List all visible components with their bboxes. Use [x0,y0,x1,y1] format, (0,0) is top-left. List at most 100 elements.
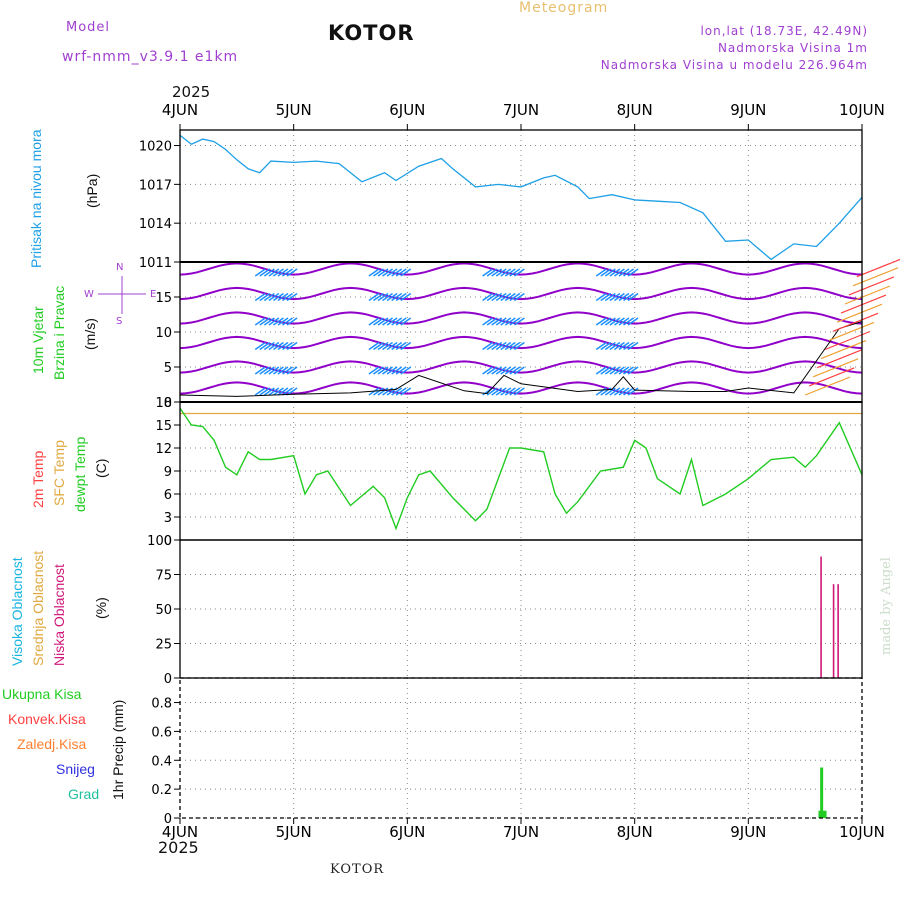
precip-bar [823,810,827,818]
wind-barb [277,292,289,302]
y-tick-label: 10 [155,326,172,341]
wind-barb [504,268,516,277]
wind-speed-line [179,321,863,397]
wind-barb [286,317,298,326]
wind-barb [509,341,521,351]
wind-barb [386,317,398,326]
wind-barb-strong [848,276,895,296]
wind-barb [609,387,621,396]
wind-barb [277,387,289,396]
wind-barb [623,317,634,326]
wind-barb [504,341,516,351]
wind-barb [382,341,393,351]
wind-barb [377,387,389,396]
wind-barb [509,268,521,277]
wind-barb-strong [856,258,900,278]
wind-barb-strong [816,349,863,369]
wind-barb [614,366,625,375]
wind-barb-row [179,286,863,301]
wind-barb [373,317,384,326]
wind-barb [259,341,271,351]
wind-barb [268,292,280,302]
wind-barb [277,268,289,277]
precip-bar [818,810,822,818]
wind-barb [273,292,284,302]
wind-barb-strong [808,367,855,387]
wind-barb [600,341,612,351]
wind-barb [482,366,494,375]
year-bottom: 2025 [158,838,199,857]
wind-barb [395,387,407,396]
y-tick-label: 15 [155,291,172,306]
wind-barb [486,341,498,351]
y-tick-label: 0 [164,534,172,549]
y-tick-label: 5 [164,361,172,376]
wind-barb [495,387,507,396]
wind-barb [491,387,503,396]
wind-barb [263,366,275,375]
wind-barb [377,268,389,277]
wind-barb [614,387,625,396]
wind-barb [509,387,521,396]
wind-barb [263,341,275,351]
year-top: 2025 [172,83,211,101]
wind-barb [486,387,498,396]
wind-barb [486,317,498,326]
wind-barb-row [179,311,863,325]
legend-snow: Snijeg [56,761,95,777]
wind-barb [604,387,616,396]
x-tick-label-top: 8JUN [617,101,653,119]
legend-total-rain: Ukupna Kisa [2,686,82,702]
wind-barb [500,366,512,375]
wind-barb [600,317,612,326]
wind-barb [386,366,398,375]
wind-barb [268,366,280,375]
wind-barb [623,268,634,277]
wind-barb [618,268,630,277]
wind-barb [382,317,393,326]
wind-barb [282,366,293,375]
wind-barb-strong [840,294,887,314]
altitude-label: Nadmorska Visina 1m [717,41,868,55]
wind-barb [618,366,630,375]
y-tick-label: 1011 [139,256,172,271]
wind-barb [600,292,612,302]
wind-barb [627,341,639,351]
wind-barb [623,366,634,375]
wind-barb [595,366,607,375]
wind-barb [286,341,298,351]
wind-barb [513,341,525,351]
y-tick-label: 6 [164,488,172,503]
wind-barb [395,366,407,375]
wind-barb [495,366,507,375]
y-tick-label: 0 [164,812,172,827]
wind-barb [273,366,284,375]
wind-barb [614,268,625,277]
y-tick-label: 3 [164,511,172,526]
wind-barb [377,341,389,351]
x-tick-label-bottom: 6JUN [389,823,425,841]
wind-barb [282,317,293,326]
wind-barb [513,366,525,375]
wind-barb [618,292,630,302]
wind-barb [373,341,384,351]
wind-barb [500,268,512,277]
wind-barb-strong [828,321,875,341]
wind-barb-strong [832,312,879,332]
coords-label: lon,lat (18.73E, 42.49N) [700,24,868,38]
wind-barb [373,387,384,396]
wind-barb [486,366,498,375]
wind-barb [482,268,494,277]
wind-barb [391,292,403,302]
wind-barb [486,292,498,302]
wind-barb [382,292,393,302]
wind-barb [373,268,384,277]
wind-barb [259,387,271,396]
wind-barb [500,292,512,302]
wind-barb [282,292,293,302]
panel-frame [179,539,863,679]
wind-barb [609,341,621,351]
wind-barb [254,366,266,375]
dewpt-temp-line [179,407,863,531]
y-tick-label: 15 [155,419,172,434]
